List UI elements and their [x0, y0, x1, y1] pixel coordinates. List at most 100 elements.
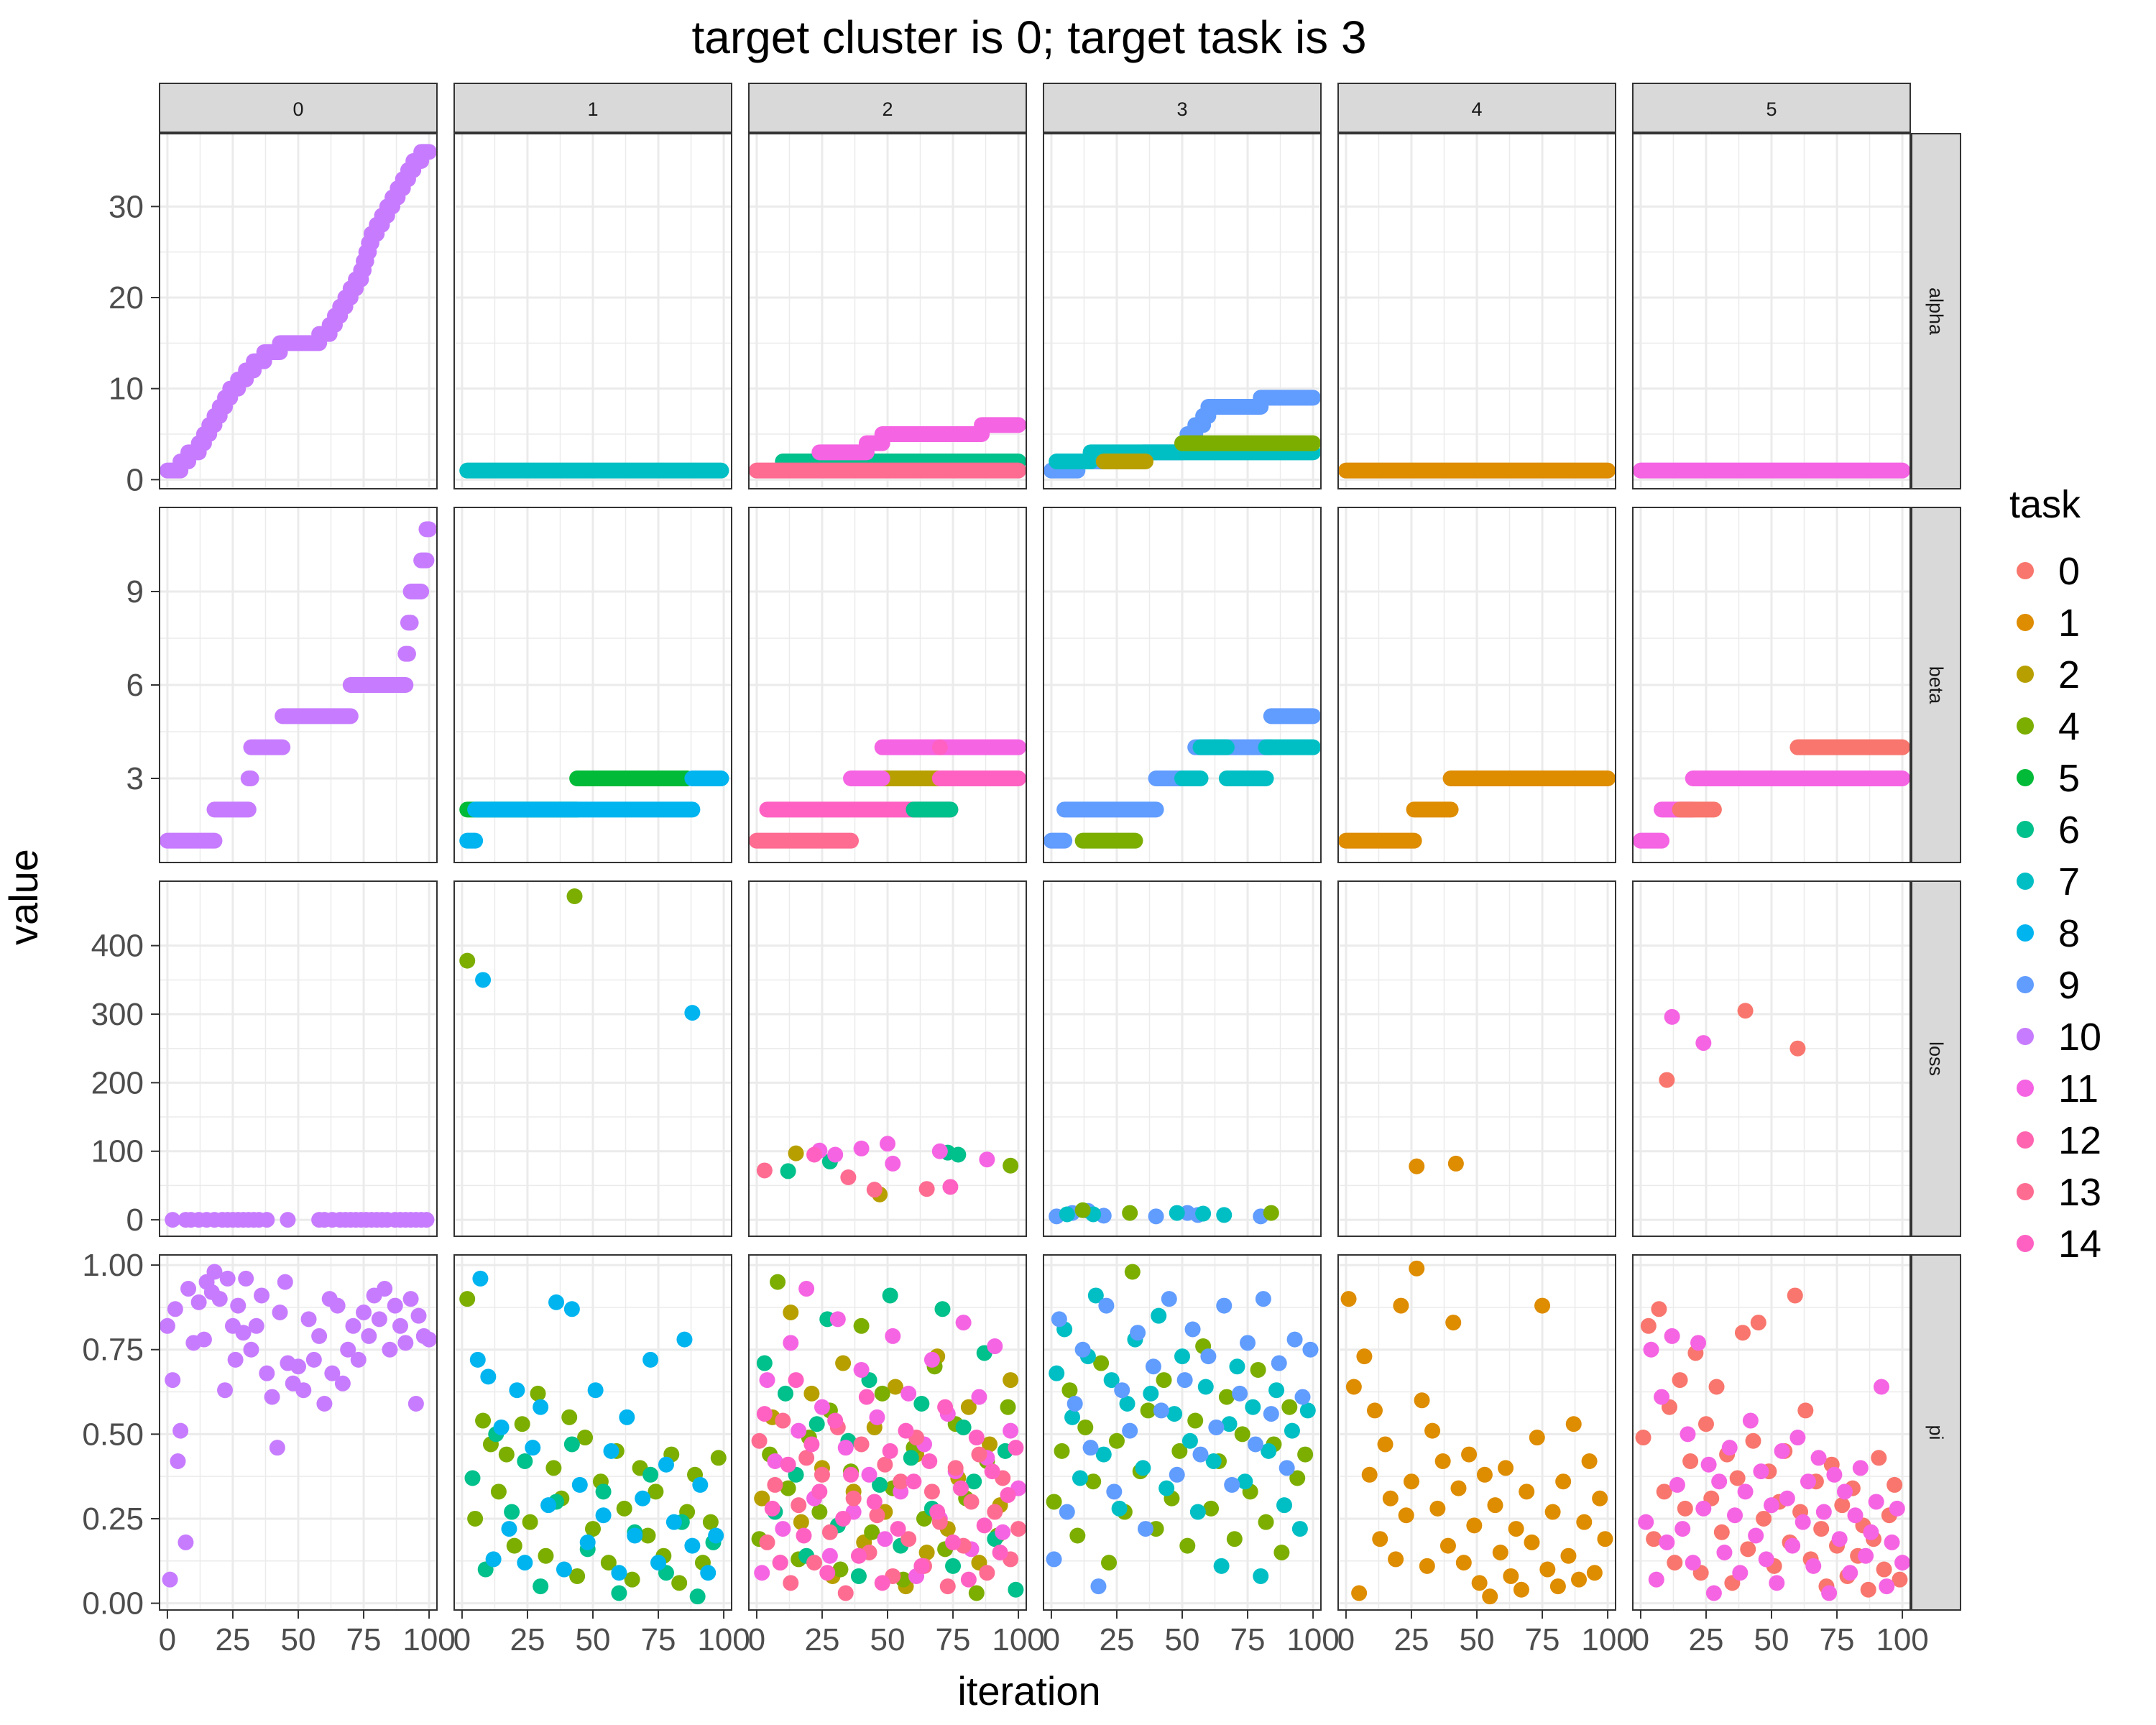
data-point [1361, 1466, 1378, 1483]
data-point [1351, 1585, 1368, 1601]
legend-title: task [2009, 483, 2081, 526]
data-point [469, 1351, 486, 1368]
data-point [791, 1497, 807, 1514]
data-point [1868, 1494, 1884, 1510]
data-point [1654, 1389, 1670, 1405]
data-point [397, 1335, 414, 1351]
legend-key [2017, 976, 2034, 993]
data-point [1192, 1446, 1209, 1463]
data-point [665, 1514, 682, 1530]
data-point [788, 1372, 804, 1389]
data-point [569, 1568, 586, 1584]
data-point [170, 1453, 186, 1469]
data-point [1061, 1382, 1078, 1399]
data-point [850, 1547, 867, 1564]
data-point [1756, 1510, 1772, 1527]
data-point [1114, 1382, 1130, 1399]
data-point [1156, 1372, 1172, 1389]
data-point [280, 1212, 296, 1228]
data-point [1234, 1426, 1250, 1443]
data-point [1090, 1578, 1107, 1595]
data-point [259, 1212, 275, 1228]
data-point [1482, 1588, 1498, 1605]
data-point [1842, 1565, 1858, 1581]
data-point [1302, 1341, 1319, 1358]
y-tick-label: 0.50 [82, 1417, 144, 1452]
data-point [501, 1521, 517, 1537]
data-point [1742, 1412, 1759, 1429]
data-point [1077, 1419, 1094, 1435]
data-point [791, 1422, 807, 1439]
data-point [955, 1419, 972, 1435]
data-point [1886, 1476, 1903, 1493]
data-point [1879, 1578, 1895, 1595]
data-point [684, 1537, 701, 1554]
data-point [269, 1440, 285, 1456]
data-point [1826, 1466, 1843, 1483]
data-point [1008, 1581, 1024, 1598]
data-point [1871, 1450, 1887, 1466]
legend-label: 8 [2058, 912, 2080, 955]
legend-label: 2 [2058, 653, 2080, 696]
data-point [1797, 1402, 1814, 1419]
data-point [402, 1291, 419, 1307]
data-point [248, 1317, 264, 1334]
data-point [264, 1389, 280, 1405]
y-tick-label: 100 [91, 1134, 144, 1169]
data-point [545, 1460, 562, 1476]
data-point [421, 1331, 438, 1348]
data-point [577, 1430, 594, 1446]
data-point [517, 1453, 533, 1469]
data-point [1067, 1396, 1083, 1412]
data-point [1200, 1348, 1217, 1365]
panel-border [748, 133, 1027, 489]
data-point [1213, 1558, 1230, 1574]
data-point [254, 1287, 270, 1304]
y-tick-label: 400 [91, 929, 144, 964]
legend-key [2017, 769, 2034, 786]
x-tick-label: 50 [870, 1622, 906, 1657]
data-point [1072, 1470, 1088, 1486]
data-point [966, 1473, 982, 1490]
data-point [931, 1143, 948, 1159]
data-point [1403, 1473, 1419, 1490]
data-point [676, 1331, 693, 1348]
data-point [840, 1169, 857, 1185]
data-point [305, 1351, 322, 1368]
data-point [1098, 1297, 1115, 1314]
legend-key [2017, 1080, 2034, 1097]
data-point [845, 1490, 862, 1506]
x-tick-label: 0 [1043, 1622, 1060, 1657]
y-tick-label: 300 [91, 997, 144, 1032]
data-point [1263, 1406, 1279, 1422]
data-point [1476, 1466, 1493, 1483]
data-point [1863, 1524, 1879, 1540]
data-point [1659, 1534, 1675, 1550]
data-point [1534, 1297, 1551, 1314]
data-point [1549, 1578, 1566, 1595]
data-point [960, 1399, 977, 1415]
data-point [1884, 1534, 1900, 1550]
data-point [1176, 1372, 1193, 1389]
data-point [929, 1504, 946, 1520]
data-point [1169, 1466, 1185, 1483]
data-point [1750, 1315, 1766, 1331]
panel-border [1632, 880, 1911, 1237]
data-point [1247, 1436, 1263, 1453]
data-point [1576, 1514, 1593, 1530]
data-point [1218, 1389, 1235, 1405]
data-point [587, 1382, 604, 1399]
x-tick-label: 0 [453, 1622, 471, 1657]
data-point [611, 1565, 627, 1581]
data-point [1377, 1436, 1393, 1453]
data-point [1635, 1430, 1651, 1446]
data-point [882, 1443, 898, 1459]
data-point [814, 1466, 830, 1483]
data-point [1010, 1521, 1027, 1537]
data-point [640, 1527, 656, 1544]
data-point [1450, 1480, 1467, 1496]
data-point [1805, 1558, 1822, 1574]
data-point [913, 1396, 930, 1412]
data-point [295, 1382, 312, 1399]
x-tick-label: 0 [1632, 1622, 1649, 1657]
